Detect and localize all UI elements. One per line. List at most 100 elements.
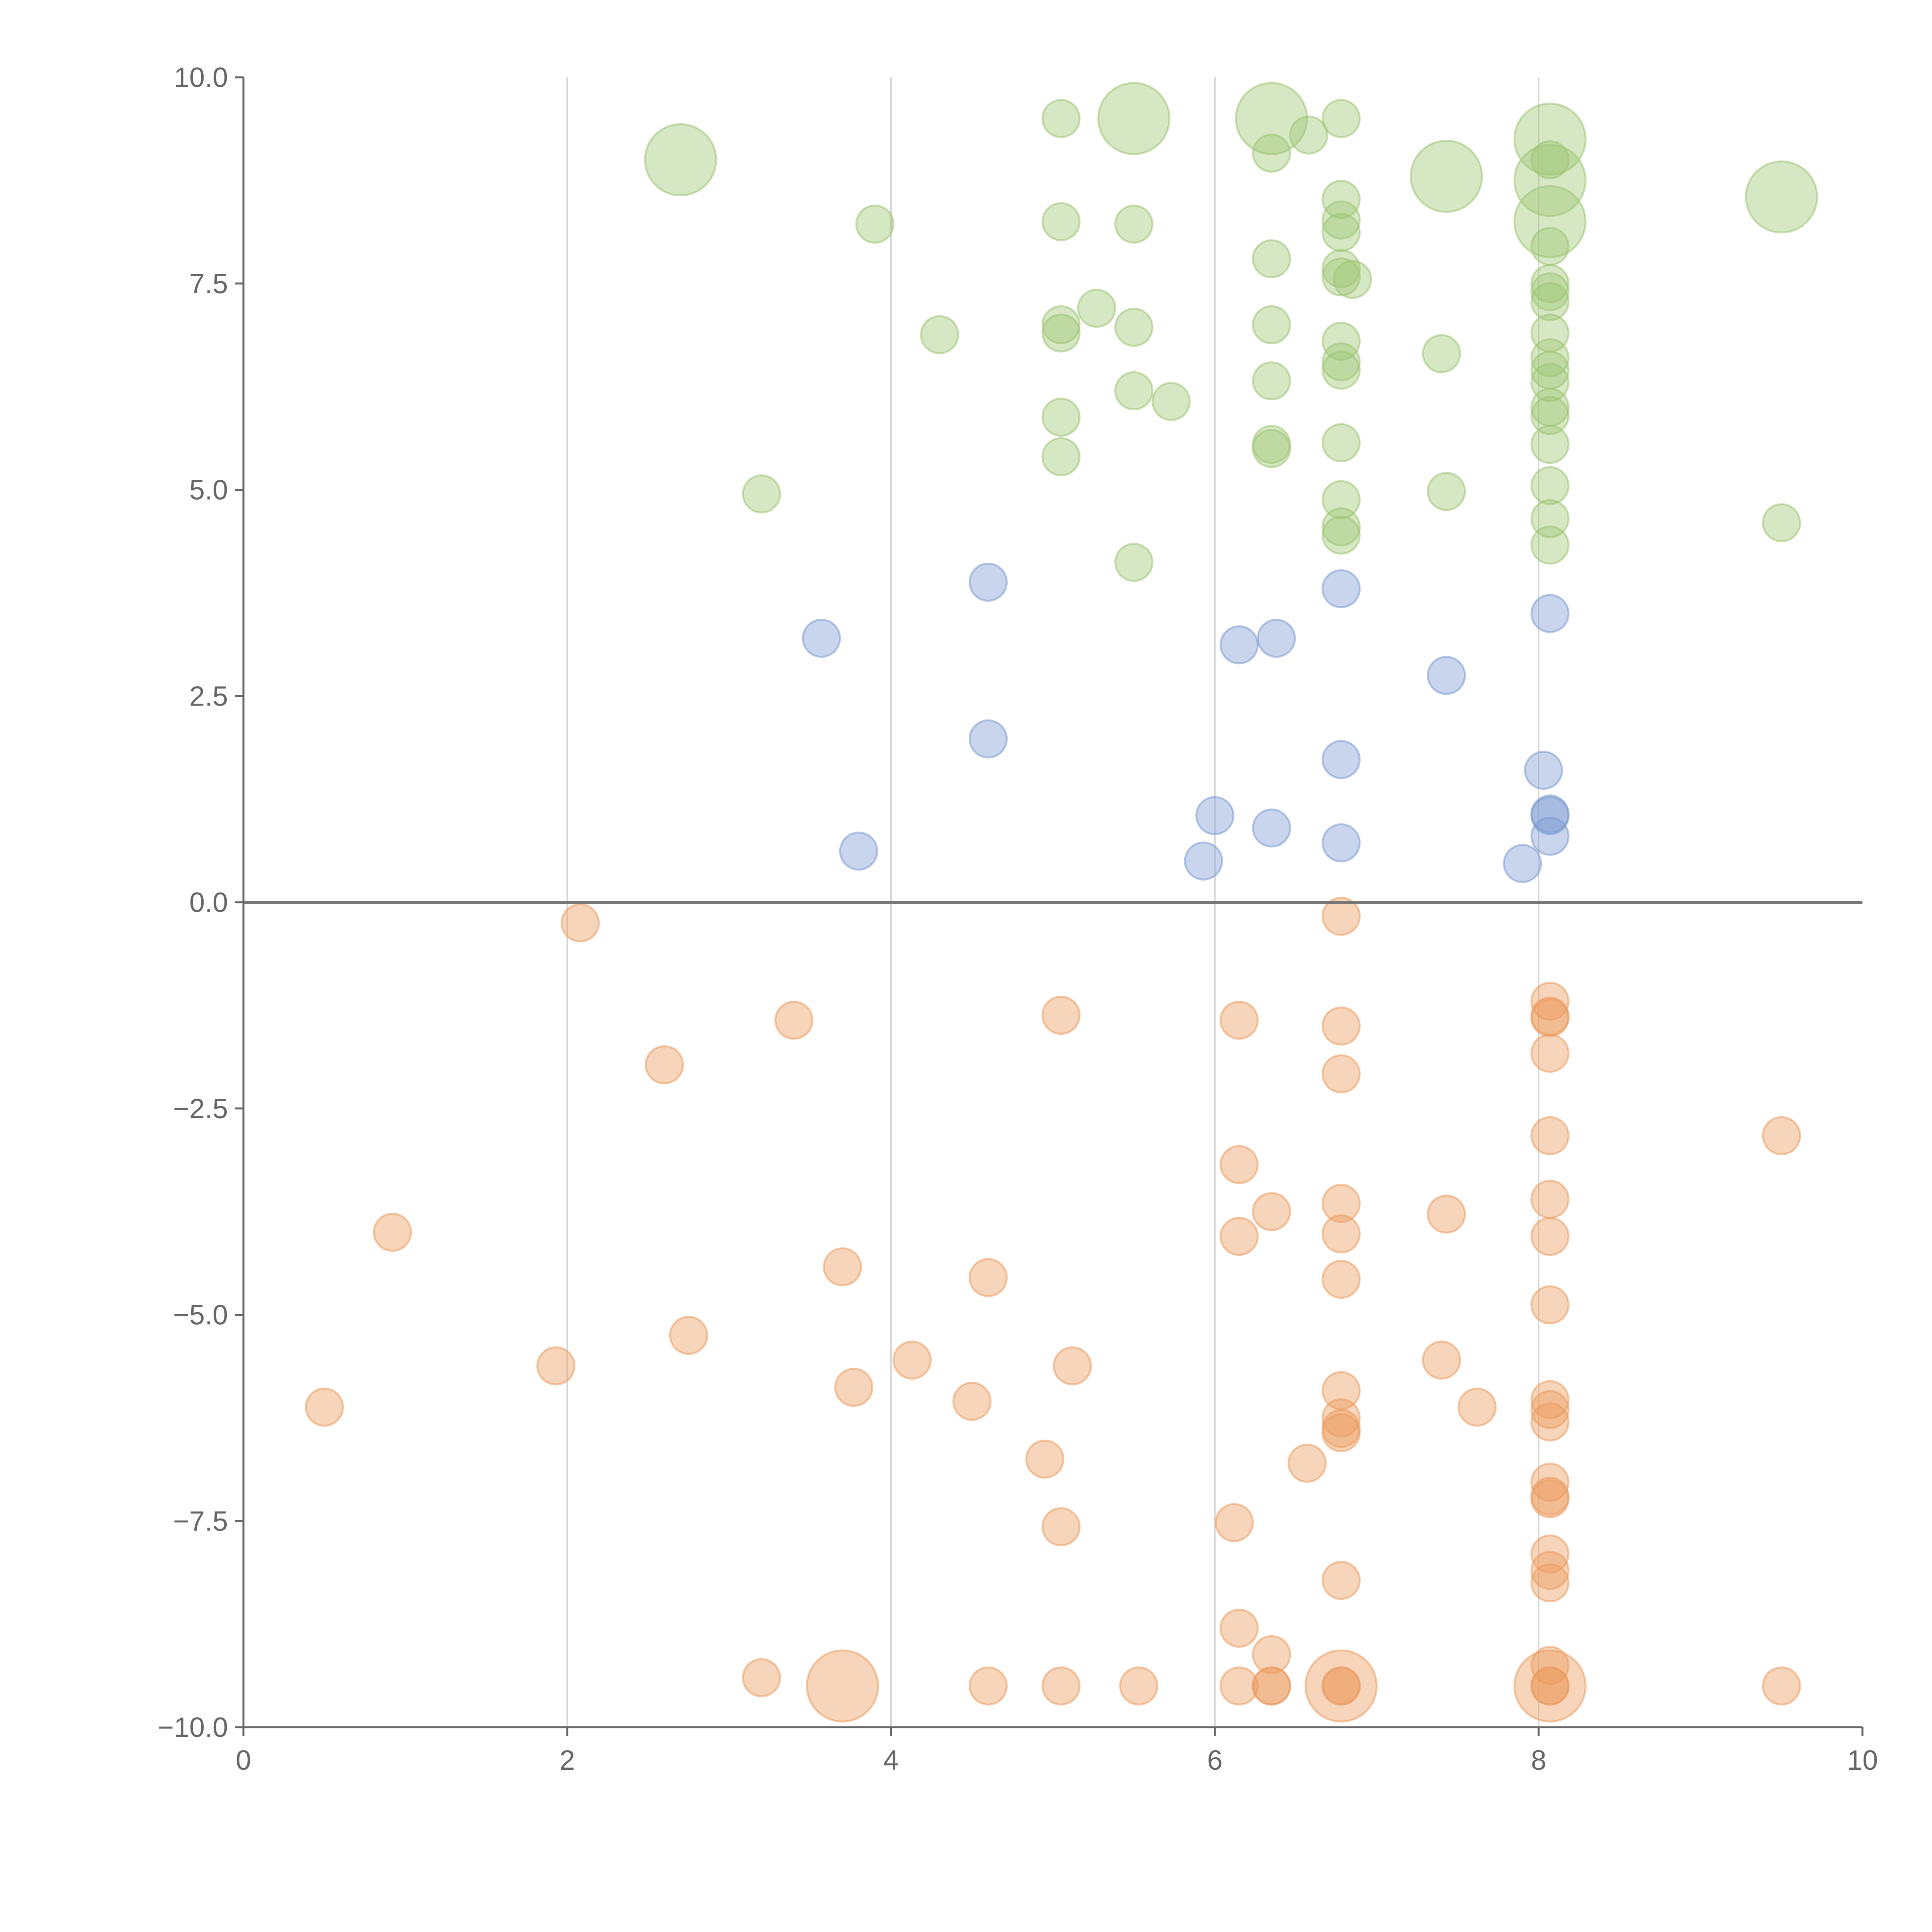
bubble-point [952, 1382, 992, 1421]
y-tick-label: −2.5 [173, 1094, 228, 1124]
bubble-point [1410, 139, 1483, 213]
bubble-point [1530, 1551, 1570, 1590]
bubble-point [1321, 249, 1361, 288]
bubble-point [1119, 1666, 1158, 1706]
bubble-point [1530, 466, 1570, 505]
bubble-point [1530, 425, 1570, 464]
y-tick-label: −5.0 [173, 1300, 228, 1331]
bubble-point [1513, 1649, 1587, 1723]
bubble-point [1530, 816, 1570, 856]
bubble-point [1321, 180, 1361, 219]
bubble-point [669, 1316, 708, 1355]
bubble-point [1503, 844, 1542, 883]
bubble-point [1321, 1054, 1361, 1094]
bubble-point [1458, 1388, 1497, 1427]
bubble-point [1041, 1666, 1081, 1706]
bubble-point [1321, 1561, 1361, 1600]
bubble-layer [305, 82, 1818, 1723]
bubble-point [839, 832, 878, 871]
bubble-point [1333, 260, 1372, 299]
bubble-point [1762, 1116, 1801, 1155]
bubble-point [1530, 998, 1570, 1037]
bubble-point [1025, 1439, 1065, 1479]
bubble-point [1321, 1006, 1361, 1046]
bubble-point [968, 1258, 1008, 1297]
bubble-point [1513, 144, 1587, 217]
bubble-point [920, 315, 959, 354]
bubble-point [855, 204, 895, 244]
bubble-point [1321, 569, 1361, 609]
bubble-point [1219, 625, 1259, 665]
bubble-point [1321, 1666, 1361, 1706]
bubble-point [1214, 1503, 1254, 1543]
bubble-point [1530, 272, 1570, 311]
y-tick-label: 2.5 [189, 681, 228, 712]
bubble-point [1041, 99, 1081, 138]
bubble-point [1530, 1563, 1570, 1602]
bubble-point [1252, 133, 1291, 173]
bubble-point [802, 619, 841, 658]
y-tick-label: 7.5 [189, 269, 228, 299]
bubble-point [1530, 1646, 1570, 1685]
bubble-point [1041, 313, 1081, 353]
bubble-point [1114, 308, 1153, 347]
bubble-point [1321, 1260, 1361, 1299]
bubble-point [1321, 507, 1361, 547]
y-tick-label: −7.5 [173, 1506, 228, 1537]
bubble-point [1530, 396, 1570, 435]
bubble-point [1321, 823, 1361, 862]
bubble-point [1257, 619, 1296, 658]
bubble-point [1289, 115, 1328, 155]
bubble-point [1097, 82, 1170, 155]
bubble-point [968, 563, 1008, 602]
bubble-point [1041, 437, 1081, 476]
bubble-point [1041, 1507, 1081, 1546]
bubble-point [1321, 1398, 1361, 1437]
bubble-point [1321, 1413, 1361, 1452]
bubble-point [644, 123, 717, 196]
bubble-point [1304, 1649, 1378, 1723]
bubble-point [1041, 398, 1081, 437]
bubble-point [1321, 1214, 1361, 1253]
axis-layer: 10.0 7.5 5.0 2.5 0.0 −2.5 −5.0 −7.5 −10.0 0 2 4 6 8 10 [158, 62, 1878, 1776]
bubble-point [1321, 515, 1361, 555]
bubble-point [645, 1045, 684, 1085]
bubble-point [1427, 656, 1466, 695]
bubble-point [1530, 1034, 1570, 1073]
bubble-point [1530, 594, 1570, 633]
bubble-point [1530, 1285, 1570, 1325]
bubble-point [1762, 503, 1801, 543]
bubble-point [1151, 382, 1191, 421]
bubble-point [1530, 227, 1570, 266]
bubble-point [1530, 140, 1570, 179]
bubble-point [1114, 371, 1153, 410]
bubble-point [1321, 740, 1361, 779]
bubble-point [305, 1388, 344, 1427]
bubble-point [1530, 1402, 1570, 1442]
bubble-point [1252, 361, 1291, 401]
bubble-point [1219, 1217, 1259, 1256]
bubble-point [1041, 202, 1081, 242]
bubble-point [1422, 1340, 1461, 1380]
bubble-point [1219, 1145, 1259, 1184]
bubble-point [1252, 239, 1291, 279]
bubble-point [1530, 282, 1570, 321]
bubble-point [1530, 526, 1570, 565]
bubble-point [1427, 472, 1466, 511]
bubble-point [823, 1247, 862, 1287]
bubble-point [1530, 1666, 1570, 1706]
bubble-point [1041, 305, 1081, 344]
bubble-point [1195, 796, 1235, 835]
x-tick-label: 2 [560, 1745, 575, 1776]
bubble-point [1530, 1534, 1570, 1574]
bubble-point [1321, 321, 1361, 361]
bubble-point [1114, 204, 1153, 244]
bubble-point [1321, 342, 1361, 382]
x-tick-label: 8 [1531, 1745, 1546, 1776]
bubble-point [1530, 1116, 1570, 1155]
bubble-point [1530, 981, 1570, 1021]
bubble-point [1041, 995, 1081, 1035]
bubble-point [1427, 1194, 1466, 1234]
x-tick-label: 6 [1207, 1745, 1223, 1776]
bubble-point [1219, 1666, 1259, 1706]
